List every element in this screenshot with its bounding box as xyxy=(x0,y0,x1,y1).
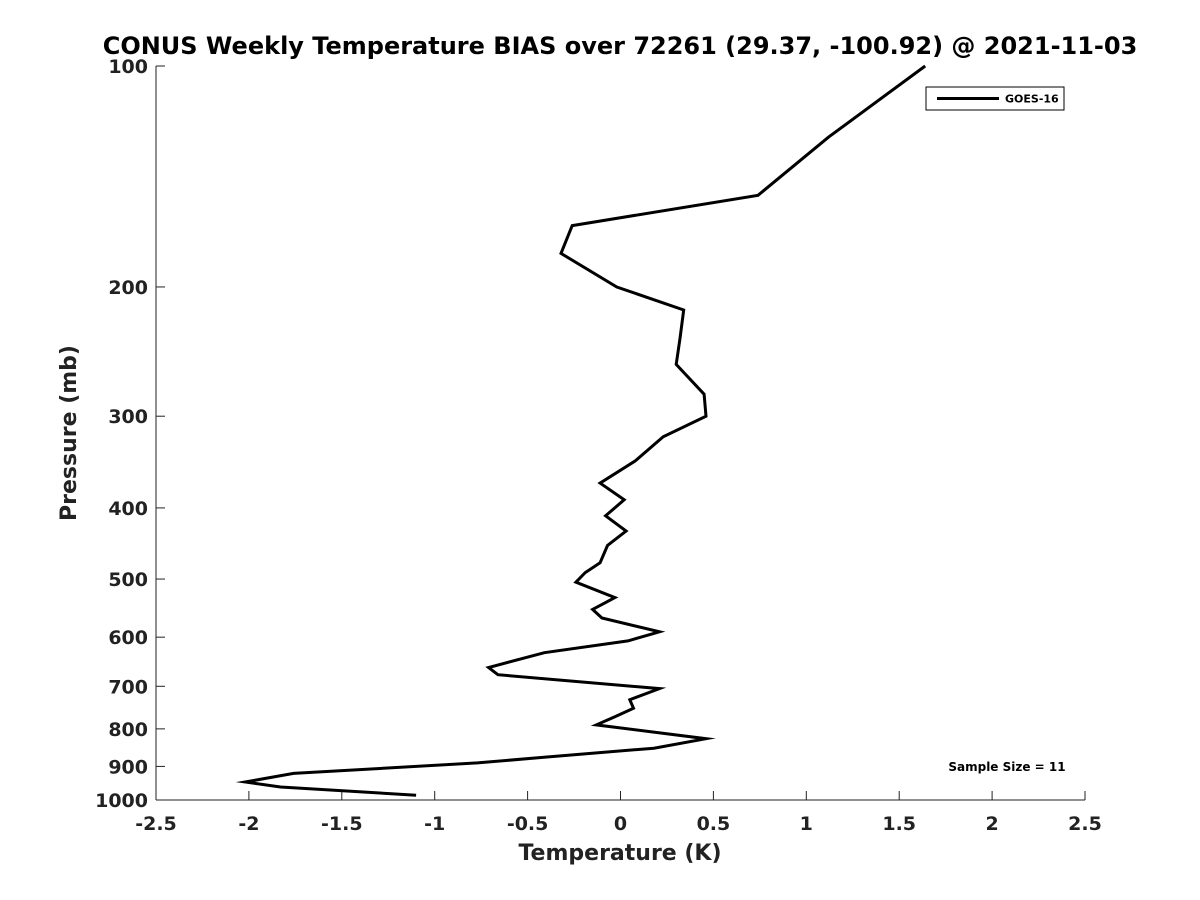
x-tick-label: -1 xyxy=(424,813,445,835)
x-tick-label: 0 xyxy=(614,813,627,835)
y-axis-ticks: 100 200 300 400 500 600 700 800 900 1000 xyxy=(95,56,165,812)
y-tick-label: 800 xyxy=(108,719,148,741)
x-tick-label: 0.5 xyxy=(697,813,731,835)
y-tick-label: 900 xyxy=(108,756,148,778)
series-layer xyxy=(235,64,927,797)
legend: GOES-16 xyxy=(925,86,1065,111)
y-axis-label: Pressure (mb) xyxy=(57,345,82,521)
y-tick-label: 600 xyxy=(108,627,148,649)
y-tick-label: 1000 xyxy=(95,790,148,812)
legend-label-goes-16: GOES-16 xyxy=(1005,93,1059,106)
chart-title: CONUS Weekly Temperature BIAS over 72261… xyxy=(103,32,1138,60)
y-tick-label: 100 xyxy=(108,56,148,78)
x-tick-label: 2.5 xyxy=(1068,813,1102,835)
series-line-goes-16 xyxy=(235,64,927,797)
y-tick-label: 400 xyxy=(108,498,148,520)
y-tick-label: 500 xyxy=(108,569,148,591)
x-axis-ticks: -2.5 -2 -1.5 -1 -0.5 0 0.5 1 1.5 2 2.5 xyxy=(135,791,1102,835)
sample-size-annotation: Sample Size = 11 xyxy=(948,760,1065,774)
x-tick-label: 1.5 xyxy=(882,813,916,835)
x-tick-label: 2 xyxy=(985,813,998,835)
x-tick-label: -0.5 xyxy=(507,813,549,835)
x-tick-label: -2.5 xyxy=(135,813,177,835)
x-tick-label: -2 xyxy=(238,813,259,835)
y-tick-label: 700 xyxy=(108,676,148,698)
y-tick-label: 200 xyxy=(108,277,148,299)
x-axis-label: Temperature (K) xyxy=(518,841,721,866)
x-tick-label: 1 xyxy=(800,813,813,835)
x-tick-label: -1.5 xyxy=(321,813,363,835)
y-tick-label: 300 xyxy=(108,406,148,428)
axes xyxy=(155,66,1085,801)
